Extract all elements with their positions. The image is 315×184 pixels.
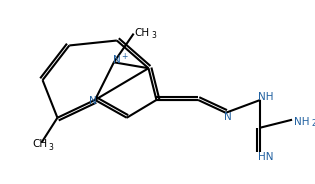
Text: 3: 3 [151,31,156,40]
Text: +: + [122,52,128,61]
Text: CH: CH [134,28,149,38]
Text: HN: HN [258,152,273,162]
Text: N: N [89,96,97,106]
Text: NH: NH [294,117,310,127]
Text: NH: NH [258,92,273,102]
Text: N: N [113,55,121,65]
Text: N: N [224,112,232,122]
Text: CH: CH [32,139,47,149]
Text: 3: 3 [48,143,53,152]
Text: 2: 2 [312,119,315,128]
